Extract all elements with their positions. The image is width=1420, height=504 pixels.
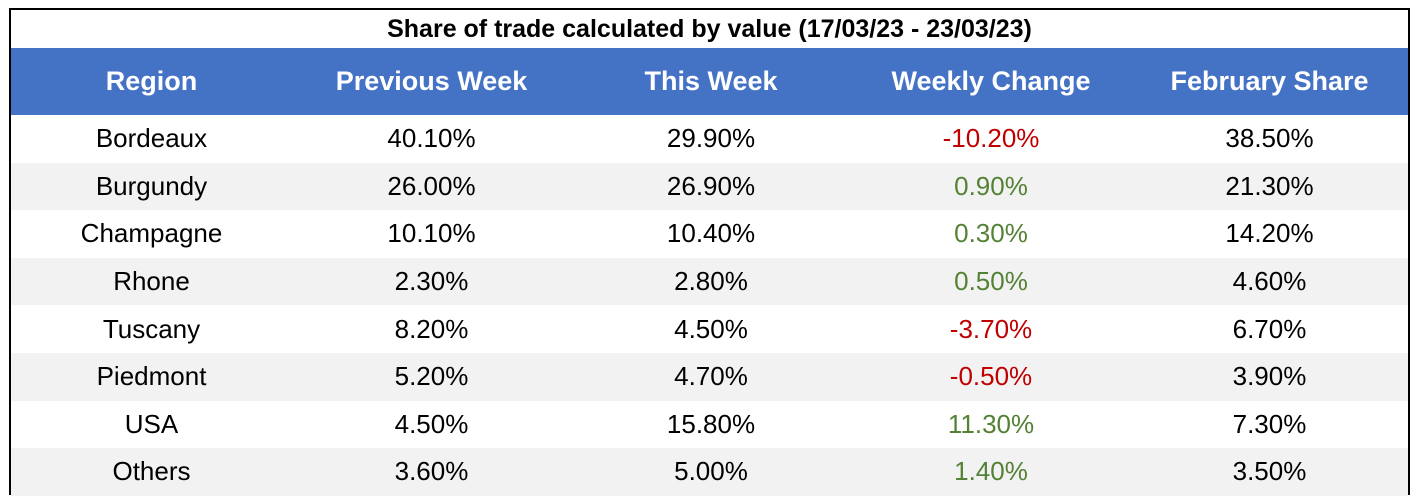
february-share-cell: 14.20% bbox=[1225, 218, 1314, 249]
column-header-previous-week: Previous Week bbox=[292, 48, 571, 115]
this-week-cell: 4.50% bbox=[674, 313, 748, 344]
weekly-change-cell: 11.30% bbox=[947, 408, 1035, 439]
column-header-region: Region bbox=[11, 48, 292, 115]
region-cell: Others bbox=[112, 456, 191, 487]
column-header-this-week: This Week bbox=[571, 48, 851, 115]
header-row: Region Previous Week This Week Weekly Ch… bbox=[11, 48, 1408, 115]
february-share-cell: 7.30% bbox=[1232, 408, 1307, 439]
weekly-change-cell: -10.20% bbox=[942, 123, 1040, 154]
february-share-cell: 38.50% bbox=[1225, 123, 1314, 154]
previous-week-cell: 40.10% bbox=[387, 123, 476, 154]
table-row: Rhone 2.30% 2.80% 0.50% 4.60% bbox=[11, 257, 1408, 306]
previous-week-cell: 10.10% bbox=[387, 218, 476, 249]
region-cell: Piedmont bbox=[96, 361, 207, 392]
column-header-february-share: February Share bbox=[1131, 48, 1408, 115]
trade-share-table: Region Previous Week This Week Weekly Ch… bbox=[11, 48, 1408, 496]
weekly-change-cell: 1.40% bbox=[954, 456, 1028, 487]
february-share-cell: 21.30% bbox=[1225, 170, 1314, 201]
region-cell: Champagne bbox=[80, 218, 223, 249]
weekly-change-cell: 0.30% bbox=[954, 218, 1028, 249]
table-row: Piedmont 5.20% 4.70% -0.50% 3.90% bbox=[11, 352, 1408, 401]
weekly-change-cell: -3.70% bbox=[949, 313, 1033, 344]
region-cell: USA bbox=[124, 408, 179, 439]
february-share-cell: 6.70% bbox=[1232, 313, 1307, 344]
this-week-cell: 5.00% bbox=[674, 456, 748, 487]
weekly-change-cell: 0.90% bbox=[954, 170, 1028, 201]
column-header-weekly-change: Weekly Change bbox=[851, 48, 1131, 115]
this-week-cell: 2.80% bbox=[674, 266, 748, 297]
previous-week-cell: 5.20% bbox=[394, 361, 469, 392]
this-week-cell: 4.70% bbox=[674, 361, 748, 392]
table-row: Champagne 10.10% 10.40% 0.30% 14.20% bbox=[11, 210, 1408, 258]
february-share-cell: 3.90% bbox=[1232, 361, 1307, 392]
region-cell: Burgundy bbox=[95, 170, 208, 201]
february-share-cell: 4.60% bbox=[1232, 266, 1307, 297]
table-row: Tuscany 8.20% 4.50% -3.70% 6.70% bbox=[11, 305, 1408, 353]
region-cell: Bordeaux bbox=[95, 123, 208, 154]
this-week-cell: 29.90% bbox=[666, 123, 756, 154]
this-week-cell: 15.80% bbox=[666, 408, 756, 439]
previous-week-cell: 26.00% bbox=[387, 170, 476, 201]
weekly-change-cell: 0.50% bbox=[954, 266, 1028, 297]
february-share-cell: 3.50% bbox=[1232, 456, 1307, 487]
table-row: Others 3.60% 5.00% 1.40% 3.50% bbox=[11, 448, 1408, 496]
trade-share-table-frame: Share of trade calculated by value (17/0… bbox=[9, 8, 1410, 496]
table-row: Burgundy 26.00% 26.90% 0.90% 21.30% bbox=[11, 162, 1408, 211]
region-cell: Tuscany bbox=[102, 313, 201, 344]
previous-week-cell: 2.30% bbox=[394, 266, 469, 297]
this-week-cell: 26.90% bbox=[666, 170, 756, 201]
region-cell: Rhone bbox=[113, 266, 190, 297]
table-row: Bordeaux 40.10% 29.90% -10.20% 38.50% bbox=[11, 115, 1408, 163]
this-week-cell: 10.40% bbox=[666, 218, 756, 249]
previous-week-cell: 8.20% bbox=[394, 313, 469, 344]
table-row: USA 4.50% 15.80% 11.30% 7.30% bbox=[11, 400, 1408, 449]
previous-week-cell: 4.50% bbox=[394, 408, 469, 439]
table-body: Bordeaux 40.10% 29.90% -10.20% 38.50% Burgund… bbox=[11, 115, 1408, 496]
weekly-change-cell: -0.50% bbox=[949, 361, 1033, 392]
table-title: Share of trade calculated by value (17/0… bbox=[11, 10, 1408, 48]
previous-week-cell: 3.60% bbox=[394, 456, 469, 487]
